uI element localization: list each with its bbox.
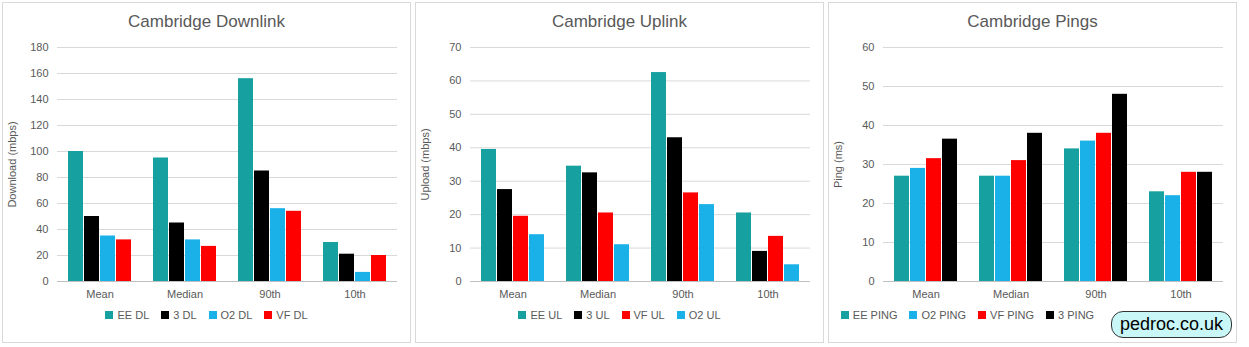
html-text:Cambridge Pings: Cambridge Pings — [967, 12, 1098, 31]
html-text:O2 UL: O2 UL — [688, 309, 721, 321]
svg-text:90th: 90th — [672, 288, 693, 300]
html-text:3 PING: 3 PING — [1058, 309, 1095, 321]
svg-text:10th: 10th — [344, 288, 365, 300]
svg-text:40: 40 — [36, 223, 48, 235]
svg-text:160: 160 — [30, 67, 48, 79]
svg-text:40: 40 — [449, 141, 461, 153]
svg-text:Median: Median — [993, 288, 1029, 300]
html-text:O2 PING: O2 PING — [921, 309, 967, 321]
svg-text:10th: 10th — [757, 288, 778, 300]
svg-text:80: 80 — [36, 171, 48, 183]
svg-text:0: 0 — [455, 275, 461, 287]
html-text:EE UL: EE UL — [530, 309, 563, 321]
svg-text:20: 20 — [36, 249, 48, 261]
svg-text:60: 60 — [36, 197, 48, 209]
svg-text:70: 70 — [449, 41, 461, 53]
html-text:VF PING: VF PING — [990, 309, 1035, 321]
svg-text:60: 60 — [862, 41, 874, 53]
svg-text:Download (mbps): Download (mbps) — [6, 121, 18, 207]
svg-text:30: 30 — [862, 158, 874, 170]
svg-text:Ping (ms): Ping (ms) — [832, 141, 844, 188]
html-text:pedroc.co.uk: pedroc.co.uk — [1119, 314, 1223, 334]
svg-text:Mean: Mean — [912, 288, 940, 300]
svg-text:50: 50 — [862, 80, 874, 92]
html-text:EE PING: EE PING — [852, 309, 898, 321]
svg-text:0: 0 — [42, 275, 48, 287]
svg-text:Median: Median — [580, 288, 616, 300]
svg-text:10th: 10th — [1170, 288, 1191, 300]
svg-text:60: 60 — [449, 74, 461, 86]
html-text:3 DL: 3 DL — [173, 309, 197, 321]
svg-text:50: 50 — [449, 108, 461, 120]
svg-text:20: 20 — [449, 208, 461, 220]
svg-text:Mean: Mean — [86, 288, 114, 300]
html-text:Cambridge Uplink: Cambridge Uplink — [551, 12, 688, 31]
html-text:VF DL: VF DL — [276, 309, 308, 321]
svg-text:90th: 90th — [1085, 288, 1106, 300]
svg-text:10: 10 — [862, 236, 874, 248]
html-text:EE DL: EE DL — [117, 309, 150, 321]
html-text:Cambridge Downlink: Cambridge Downlink — [128, 12, 285, 31]
svg-text:30: 30 — [449, 175, 461, 187]
svg-text:Mean: Mean — [499, 288, 527, 300]
svg-text:Median: Median — [167, 288, 203, 300]
svg-text:120: 120 — [30, 119, 48, 131]
html-text:3 UL: 3 UL — [586, 309, 610, 321]
svg-text:Upload (mbps): Upload (mbps) — [419, 128, 431, 200]
svg-text:20: 20 — [862, 197, 874, 209]
svg-text:180: 180 — [30, 41, 48, 53]
svg-text:10: 10 — [449, 242, 461, 254]
svg-text:40: 40 — [862, 119, 874, 131]
svg-text:0: 0 — [868, 275, 874, 287]
html-text:VF UL: VF UL — [633, 309, 665, 321]
svg-text:90th: 90th — [259, 288, 280, 300]
svg-text:140: 140 — [30, 93, 48, 105]
svg-text:100: 100 — [30, 145, 48, 157]
html-text:O2 DL: O2 DL — [220, 309, 253, 321]
